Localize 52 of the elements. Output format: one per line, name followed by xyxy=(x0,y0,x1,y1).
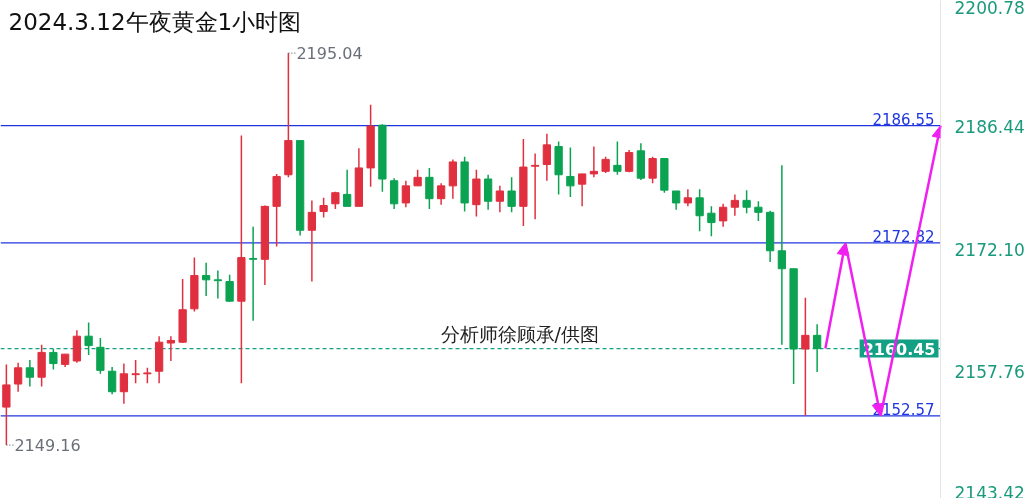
candlestick xyxy=(707,205,716,238)
y-tick-label: 2143.42 xyxy=(954,482,1025,498)
candlestick xyxy=(307,199,317,283)
candlestick xyxy=(166,335,176,362)
candlestick xyxy=(812,323,822,373)
candlestick xyxy=(49,348,58,371)
chart-title: 2024.3.12午夜黄金1小时图 xyxy=(8,8,302,35)
candlestick xyxy=(448,158,458,200)
candlestick xyxy=(342,168,352,208)
candlestick xyxy=(613,140,622,176)
candlestick xyxy=(718,203,728,228)
candlestick xyxy=(648,156,657,185)
candlestick xyxy=(107,366,117,396)
candlestick xyxy=(25,359,35,388)
candlestick xyxy=(495,185,505,214)
y-tick-label: 2172.10 xyxy=(954,239,1025,260)
candlestick xyxy=(225,273,234,303)
annotation: 2195.04 xyxy=(296,44,363,64)
candlestick xyxy=(389,177,399,210)
candlestick xyxy=(425,167,434,210)
candlestick xyxy=(566,146,575,198)
candlestick xyxy=(96,337,105,375)
candlestick xyxy=(671,190,681,211)
candlestick xyxy=(742,189,751,214)
candlestick xyxy=(801,297,810,417)
annotation: 2149.16 xyxy=(14,436,81,456)
candlestick xyxy=(319,197,328,219)
candlestick xyxy=(84,321,93,356)
candlestick xyxy=(730,193,740,217)
candlestick xyxy=(436,182,446,206)
candlestick xyxy=(401,179,411,208)
candlestick xyxy=(248,226,258,322)
candlestick xyxy=(754,200,763,222)
candlestick xyxy=(13,361,23,393)
y-tick-label: 2200.78 xyxy=(954,0,1025,18)
candlestick xyxy=(542,133,552,182)
candlestick xyxy=(530,152,540,220)
candlestick xyxy=(2,363,11,446)
candlestick xyxy=(589,145,599,179)
ref-line-label: 2186.55 xyxy=(872,110,935,129)
candlestick xyxy=(201,261,211,297)
candlestick xyxy=(695,188,704,232)
y-tick-label: 2186.44 xyxy=(954,117,1025,138)
candlestick xyxy=(119,362,129,405)
annotation: 分析师徐顾承/供图 xyxy=(440,322,599,345)
candlestick xyxy=(777,164,787,346)
y-tick-label: 2157.76 xyxy=(954,362,1025,383)
candlestick xyxy=(213,269,223,300)
candlestick xyxy=(577,173,587,208)
candlestick xyxy=(507,176,516,214)
candlestick xyxy=(131,359,140,384)
candlestick xyxy=(483,174,493,211)
